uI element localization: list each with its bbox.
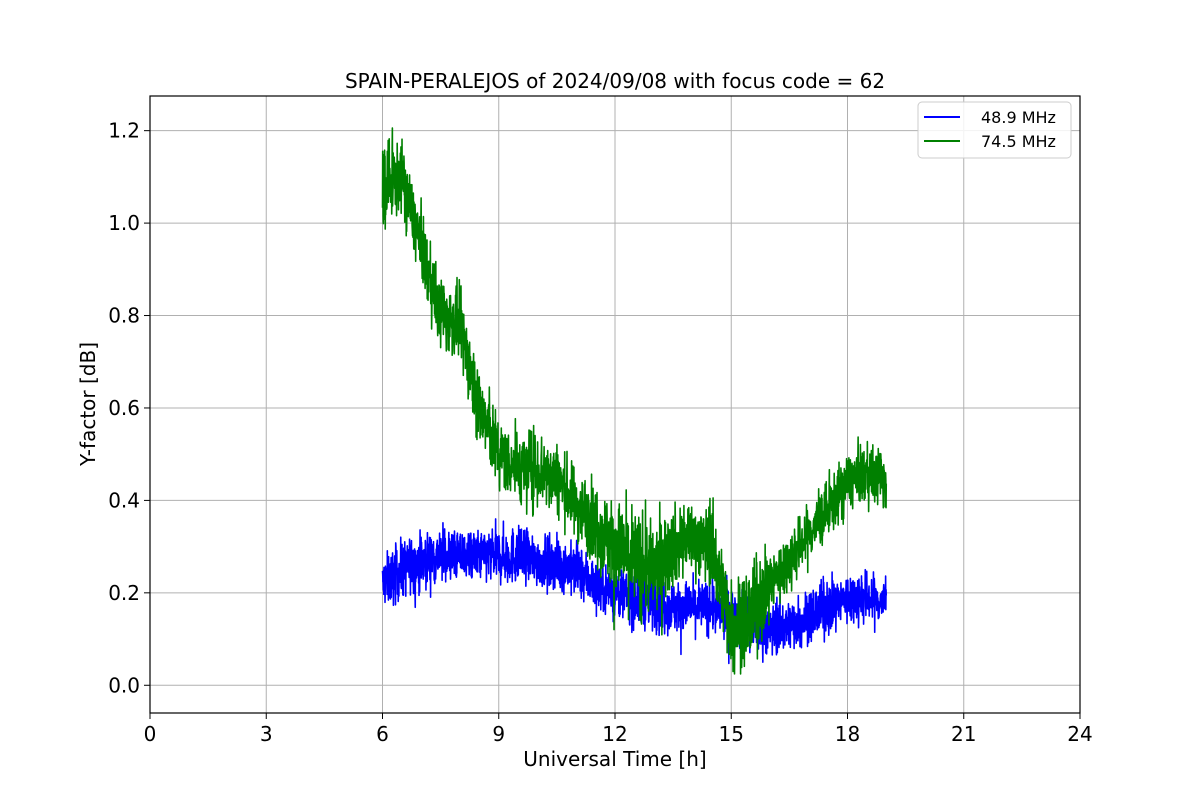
chart-title: SPAIN-PERALEJOS of 2024/09/08 with focus… (345, 69, 885, 93)
legend: 48.9 MHz 74.5 MHz (917, 101, 1072, 159)
y-axis: 0.0 0.2 0.4 0.6 0.8 1.0 1.2 (108, 119, 150, 697)
x-tick-label: 0 (144, 722, 157, 746)
x-tick-label: 3 (260, 722, 273, 746)
x-tick-label: 9 (492, 722, 505, 746)
series-line-74-5-mhz (381, 127, 888, 675)
y-tick-label: 0.6 (108, 396, 140, 420)
x-tick-label: 12 (602, 722, 627, 746)
y-tick-label: 0.4 (108, 488, 140, 512)
x-tick-label: 18 (835, 722, 860, 746)
y-tick-label: 1.2 (108, 119, 140, 143)
x-axis: 0 3 6 9 12 15 18 21 24 (144, 713, 1093, 746)
y-tick-label: 0.2 (108, 581, 140, 605)
x-tick-label: 15 (719, 722, 744, 746)
x-tick-label: 21 (951, 722, 976, 746)
legend-label-48-9-mhz: 48.9 MHz (981, 108, 1056, 127)
y-axis-label: Y-factor [dB] (76, 342, 100, 467)
legend-label-74-5-mhz: 74.5 MHz (981, 132, 1056, 151)
series-layer (381, 127, 888, 675)
x-tick-label: 24 (1067, 722, 1092, 746)
x-axis-label: Universal Time [h] (523, 747, 706, 771)
y-tick-label: 0.8 (108, 304, 140, 328)
y-tick-label: 0.0 (108, 673, 140, 697)
y-tick-label: 1.0 (108, 211, 140, 235)
x-tick-label: 6 (376, 722, 389, 746)
